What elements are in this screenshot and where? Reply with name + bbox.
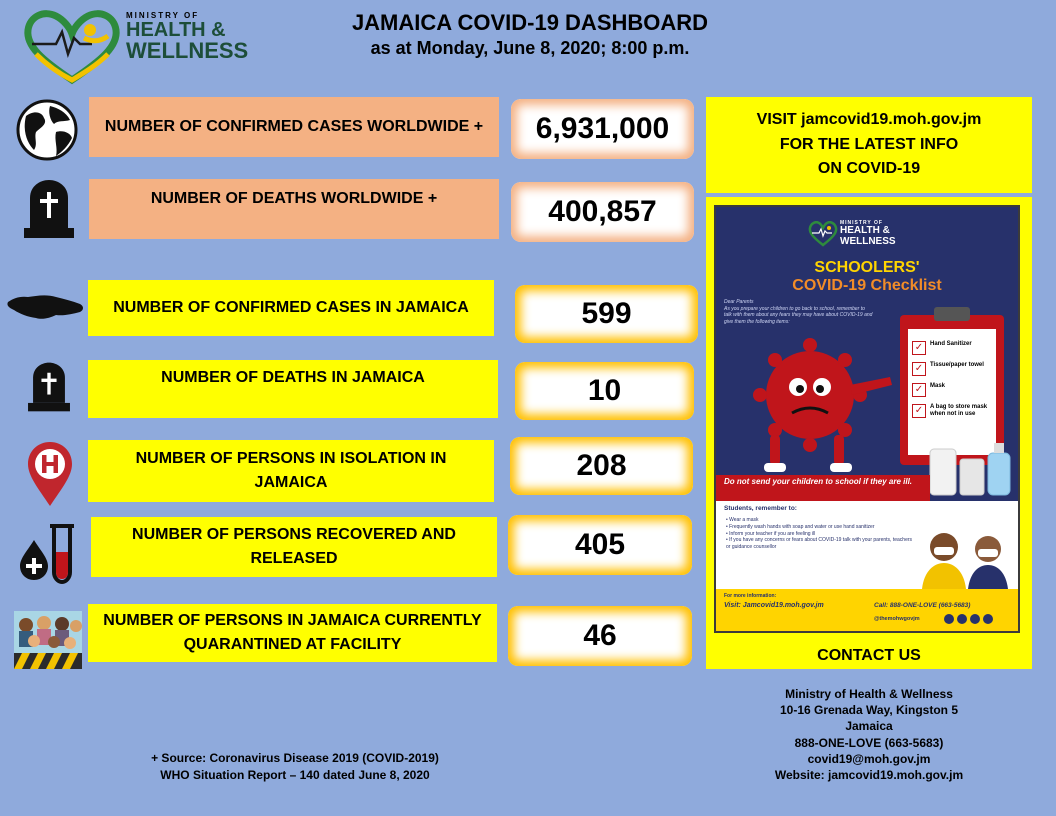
- poster-logo-wordmark: MINISTRY OF HEALTH & WELLNESS: [840, 220, 896, 247]
- twitter-icon: [970, 614, 980, 624]
- students-item: • Frequently wash hands with soap and wa…: [726, 523, 875, 530]
- isolation-label: NUMBER OF PERSONS IN ISOLATION IN JAMAIC…: [88, 440, 494, 502]
- poster-intro: Dear Parents As you prepare your childre…: [724, 299, 874, 325]
- source-note: + Source: Coronavirus Disease 2019 (COVI…: [110, 750, 480, 785]
- isolation-value: 208: [510, 437, 693, 495]
- hospital-pin-icon: [28, 442, 72, 506]
- worldwide-deaths-label: NUMBER OF DEATHS WORLDWIDE +: [89, 179, 499, 239]
- logo-line1: MINISTRY OF: [126, 11, 200, 20]
- students-list: • Wear a mask • Frequently wash hands wi…: [726, 517, 914, 551]
- globe-icon: [16, 99, 78, 161]
- address-line: Jamaica: [845, 719, 893, 734]
- checklist-item: ✓ A bag to store mask when not in use: [912, 404, 994, 418]
- check-icon: ✓: [912, 404, 926, 418]
- quarantine-value: 46: [508, 606, 692, 666]
- recovered-value: 405: [508, 515, 692, 575]
- check-icon: ✓: [912, 362, 926, 376]
- students-item: • If you have any concerns or fears abou…: [726, 537, 913, 550]
- checklist-label: Mask: [930, 383, 946, 389]
- worldwide-cases-label: NUMBER OF CONFIRMED CASES WORLDWIDE +: [89, 97, 499, 157]
- clipboard-clip: [934, 307, 970, 321]
- visit-line1: VISIT jamcovid19.moh.gov.jm: [756, 110, 982, 128]
- source-line1: + Source: Coronavirus Disease 2019 (COVI…: [151, 751, 439, 765]
- youtube-icon: [957, 614, 967, 624]
- poster-footer: For more information: Visit: Jamcovid19.…: [716, 589, 1018, 631]
- quarantine-label: NUMBER OF PERSONS IN JAMAICA CURRENTLY Q…: [88, 604, 497, 662]
- poster-logo-line2: HEALTH &: [840, 225, 890, 237]
- page-subtitle: as at Monday, June 8, 2020; 8:00 p.m.: [370, 38, 690, 58]
- address-line: 10-16 Grenada Way, Kingston 5: [779, 703, 959, 718]
- checklist-label: Hand Sanitizer: [930, 341, 972, 347]
- check-icon: ✓: [912, 383, 926, 397]
- tombstone-icon: [24, 180, 74, 238]
- worldwide-cases-value: 6,931,000: [511, 99, 694, 159]
- poster-panel: MINISTRY OF HEALTH & WELLNESS SCHOOLERS'…: [714, 205, 1020, 633]
- clipboard-paper: ✓ Hand Sanitizer ✓ Tissue/paper towel ✓ …: [908, 329, 996, 455]
- poster-visit: Visit: Jamcovid19.moh.gov.jm: [724, 602, 824, 609]
- heart-logo-icon: [24, 10, 120, 85]
- poster-intro-text: As you prepare your children to go back …: [724, 305, 873, 325]
- checklist-item: ✓ Hand Sanitizer: [912, 341, 994, 355]
- contact-address: Ministry of Health & Wellness 10-16 Gren…: [706, 686, 1032, 783]
- visit-website-box: VISIT jamcovid19.moh.gov.jm FOR THE LATE…: [706, 97, 1032, 193]
- blood-test-icon: [20, 524, 74, 584]
- dashboard-title-block: JAMAICA COVID-19 DASHBOARD as at Monday,…: [270, 10, 790, 59]
- poster-handle: @themohwgovjm: [874, 616, 920, 622]
- checklist-item: ✓ Tissue/paper towel: [912, 362, 994, 376]
- hygiene-supplies-icon: [929, 443, 1011, 496]
- logo-line2: HEALTH &: [126, 19, 226, 41]
- jamaica-cases-value: 599: [515, 285, 698, 343]
- ministry-logo: MINISTRY OF HEALTH & WELLNESS: [22, 8, 262, 86]
- clipboard: ✓ Hand Sanitizer ✓ Tissue/paper towel ✓ …: [900, 307, 1004, 465]
- address-email: covid19@moh.gov.jm: [807, 751, 931, 766]
- poster-more-info: For more information:: [724, 593, 777, 599]
- recovered-label: NUMBER OF PERSONS RECOVERED AND RELEASED: [91, 517, 497, 577]
- checklist-label: A bag to store mask when not in use: [930, 404, 988, 418]
- jamaica-deaths-label: NUMBER OF DEATHS IN JAMAICA: [88, 360, 498, 418]
- address-website: Website: jamcovid19.moh.gov.jm: [774, 767, 964, 782]
- students-item: • Inform your teacher if you are feeling…: [726, 530, 816, 537]
- students-item: • Wear a mask: [726, 517, 759, 523]
- social-icons: [944, 614, 993, 624]
- jamaica-cases-label: NUMBER OF CONFIRMED CASES IN JAMAICA: [88, 280, 494, 336]
- address-line: Ministry of Health & Wellness: [785, 687, 953, 701]
- poster-title-line1: SCHOOLERS': [814, 259, 920, 276]
- poster-dear: Dear Parents: [724, 299, 754, 305]
- checklist-item: ✓ Mask: [912, 383, 994, 397]
- check-icon: ✓: [912, 341, 926, 355]
- poster-heart-logo-icon: [808, 221, 838, 247]
- visit-line3: ON COVID-19: [817, 160, 921, 178]
- contact-us-heading: CONTACT US: [706, 643, 1032, 669]
- students-heading: Students, remember to:: [724, 505, 797, 512]
- poster-title-line2: COVID-19 Checklist: [792, 276, 942, 294]
- quarantine-people-icon: [14, 611, 82, 669]
- poster-title: SCHOOLERS' COVID-19 Checklist: [716, 259, 1018, 294]
- students-section: Students, remember to: • Wear a mask • F…: [716, 501, 1018, 589]
- logo-wordmark: MINISTRY OF HEALTH & WELLNESS: [126, 12, 248, 62]
- poster-logo-line3: WELLNESS: [840, 235, 896, 247]
- masked-students-icon: [922, 533, 1008, 589]
- checklist: ✓ Hand Sanitizer ✓ Tissue/paper towel ✓ …: [912, 341, 994, 418]
- logo-line3: WELLNESS: [126, 38, 249, 63]
- facebook-icon: [983, 614, 993, 624]
- tombstone-icon: [28, 362, 70, 412]
- checklist-label: Tissue/paper towel: [930, 362, 984, 368]
- source-line2: WHO Situation Report – 140 dated June 8,…: [160, 768, 430, 783]
- poster-warning: Do not send your children to school if t…: [716, 475, 930, 501]
- poster-call: Call: 888-ONE-LOVE (663-5683): [874, 602, 971, 609]
- instagram-icon: [944, 614, 954, 624]
- jamaica-map-icon: [7, 295, 84, 319]
- poster-logo-line1: MINISTRY OF: [840, 220, 883, 226]
- worldwide-deaths-value: 400,857: [511, 182, 694, 242]
- page-title: JAMAICA COVID-19 DASHBOARD: [351, 10, 709, 35]
- jamaica-deaths-value: 10: [515, 362, 694, 420]
- visit-line2: FOR THE LATEST INFO: [779, 135, 959, 153]
- address-phone: 888-ONE-LOVE (663-5683): [794, 735, 944, 750]
- virus-character-icon: [753, 338, 892, 472]
- schoolers-checklist-poster: MINISTRY OF HEALTH & WELLNESS SCHOOLERS'…: [706, 197, 1032, 643]
